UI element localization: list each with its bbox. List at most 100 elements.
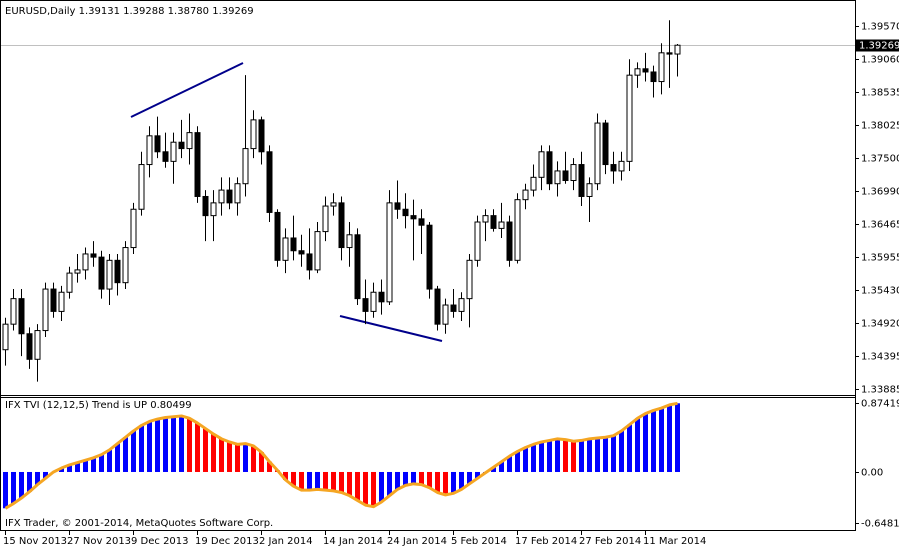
candle-body [586, 183, 593, 197]
histogram-bar [27, 471, 32, 492]
y-tick-label: 0.00 [861, 468, 883, 479]
histogram-bar [355, 471, 360, 501]
x-tick-label: 24 Jan 2014 [387, 536, 447, 547]
y-tick-label: 1.39570 [861, 22, 899, 33]
histogram-bar [139, 425, 144, 472]
candle-body [594, 122, 601, 185]
candle-body [58, 291, 65, 312]
histogram-bar [187, 418, 192, 472]
histogram-bar [387, 471, 392, 496]
x-tick-label: 5 Feb 2014 [451, 536, 507, 547]
histogram-bar [563, 439, 568, 472]
candle-body [282, 237, 289, 261]
histogram-bar [475, 471, 480, 479]
candle-body [354, 234, 361, 300]
candle-body [290, 237, 297, 252]
candle-body [386, 202, 393, 303]
x-tick-label: 17 Feb 2014 [515, 536, 577, 547]
histogram-bar [603, 437, 608, 472]
histogram-bar [3, 471, 8, 509]
histogram-bar [83, 460, 88, 472]
histogram-bar [499, 461, 504, 472]
histogram-bar [195, 423, 200, 472]
candle-body [34, 330, 41, 360]
histogram-bar [115, 443, 120, 472]
candle-body [138, 164, 145, 210]
candle-body [650, 71, 657, 83]
candle-body [370, 291, 377, 312]
candle-body [426, 224, 433, 290]
histogram-bar [259, 452, 264, 472]
candle-body [50, 288, 57, 312]
histogram-bar [267, 461, 272, 472]
histogram-bar [251, 445, 256, 472]
candle-body [666, 52, 673, 55]
x-tick-label: 27 Feb 2014 [579, 536, 641, 547]
candle-body [674, 44, 681, 55]
histogram-bar [331, 471, 336, 491]
histogram-bar [427, 471, 432, 488]
y-tick-label: 1.36465 [861, 220, 899, 231]
y-tick-label: 1.36990 [861, 187, 899, 198]
histogram-bar [155, 419, 160, 472]
candle-body [10, 298, 17, 325]
candle-body [194, 132, 201, 197]
histogram-bar [395, 471, 400, 490]
histogram-bar [515, 451, 520, 472]
candle-body [330, 202, 337, 207]
candle-body [626, 74, 633, 162]
candle-body [570, 164, 577, 182]
histogram-bar [411, 471, 416, 484]
candle-body [26, 333, 33, 360]
candle-body [602, 122, 609, 166]
histogram-bar [419, 471, 424, 485]
candle-body [122, 247, 129, 284]
histogram-bar [75, 462, 80, 472]
indicator-line [4, 401, 678, 510]
histogram-bar [235, 444, 240, 472]
y-tick-label: 1.38535 [861, 88, 899, 99]
candle-body [98, 256, 105, 290]
histogram-bar [571, 441, 576, 472]
x-tick-label: 2 Jan 2014 [259, 536, 313, 547]
histogram-bar [371, 471, 376, 507]
histogram-bar [315, 471, 320, 490]
candle-body [458, 298, 465, 312]
candle-body [298, 250, 305, 255]
histogram-bar [131, 430, 136, 472]
candle-body [234, 183, 241, 204]
candle-body [658, 52, 665, 83]
y-tick-label: 1.37500 [861, 154, 899, 165]
histogram-bar [491, 467, 496, 472]
histogram-bar [307, 471, 312, 491]
candle-body [322, 205, 329, 233]
candle-body [450, 304, 457, 312]
histogram-bar [35, 471, 40, 485]
candle-body [186, 132, 193, 150]
candle-body [538, 151, 545, 178]
histogram-bar [179, 415, 184, 472]
candle-body [242, 148, 249, 185]
histogram-bar [67, 464, 72, 472]
candle-body [578, 164, 585, 197]
histogram-bar [555, 438, 560, 472]
histogram-bar [11, 471, 16, 504]
x-tick-label: 9 Dec 2013 [131, 536, 189, 547]
chart-title: EURUSD,Daily 1.39131 1.39288 1.38780 1.3… [5, 6, 254, 17]
histogram-bar [283, 471, 288, 480]
candle-body [434, 288, 441, 325]
candle-body [610, 164, 617, 172]
trend-line [130, 62, 244, 118]
candle-body [74, 269, 81, 274]
candle-body [378, 291, 385, 303]
candle-body [442, 304, 449, 325]
y-tick-label: 1.34395 [861, 352, 899, 363]
histogram-bar [107, 449, 112, 472]
candle-body [618, 160, 625, 172]
histogram-bar [227, 441, 232, 472]
candle-body [146, 135, 153, 166]
candle-body [170, 141, 177, 162]
candle-body [642, 68, 649, 73]
histogram-bar [123, 437, 128, 472]
histogram-bar [675, 403, 680, 472]
